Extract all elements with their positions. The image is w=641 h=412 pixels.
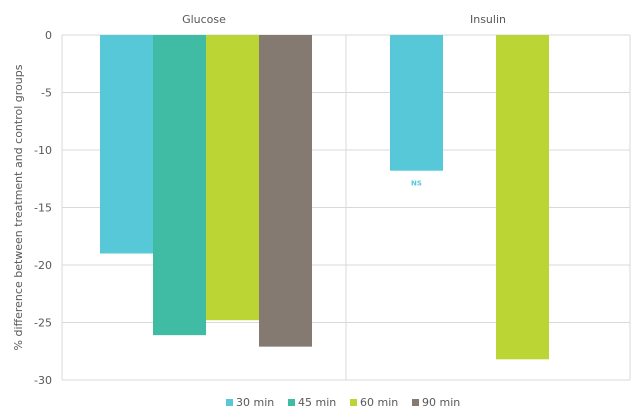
y-tick-label: -30 [34, 374, 52, 387]
y-tick-label: -5 [41, 87, 52, 100]
bars [100, 35, 549, 360]
annotations: NS [411, 180, 422, 188]
legend-label: 90 min [422, 396, 460, 409]
bar-glucose-30-min [100, 35, 153, 254]
category-label: Insulin [470, 13, 506, 26]
y-tick-label: 0 [45, 29, 52, 42]
bar-glucose-60-min [206, 35, 259, 321]
bar-insulin-60-min [496, 35, 549, 360]
bar-glucose-45-min [153, 35, 206, 336]
category-label: Glucose [182, 13, 226, 26]
bar-glucose-90-min [259, 35, 312, 347]
legend-label: 45 min [298, 396, 336, 409]
y-tick-label: -15 [34, 202, 52, 215]
y-tick-label: -25 [34, 317, 52, 330]
legend-swatch [350, 399, 357, 406]
legend-swatch [226, 399, 233, 406]
legend: 30 min 45 min 60 min 90 min [226, 396, 460, 409]
legend-label: 60 min [360, 396, 398, 409]
legend-label: 30 min [236, 396, 274, 409]
category-labels: Glucose Insulin [182, 13, 506, 26]
bar-insulin-30-min [390, 35, 443, 171]
y-tick-label: -10 [34, 144, 52, 157]
legend-swatch [412, 399, 419, 406]
y-axis-ticks: 0 -5 -10 -15 -20 -25 -30 [34, 29, 52, 387]
legend-swatch [288, 399, 295, 406]
y-axis-title: % difference between treatment and contr… [12, 64, 25, 350]
annotation-label: NS [411, 180, 422, 188]
y-tick-label: -20 [34, 259, 52, 272]
